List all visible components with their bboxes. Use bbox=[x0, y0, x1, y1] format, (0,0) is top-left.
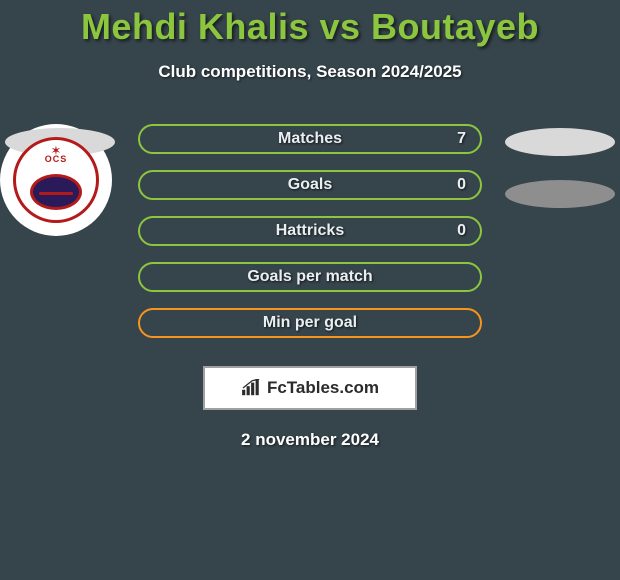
stat-label: Matches bbox=[278, 130, 342, 148]
stat-bar-hattricks: Hattricks 0 bbox=[138, 216, 482, 246]
subtitle: Club competitions, Season 2024/2025 bbox=[0, 62, 620, 82]
branding-badge[interactable]: FcTables.com bbox=[203, 366, 417, 410]
branding-label: FcTables.com bbox=[267, 378, 379, 398]
club-logo-icon: ✶ OCS bbox=[13, 137, 99, 223]
stat-bar-min-per-goal: Min per goal bbox=[138, 308, 482, 338]
stat-value: 0 bbox=[457, 222, 466, 240]
date-label: 2 november 2024 bbox=[0, 430, 620, 450]
stat-value: 0 bbox=[457, 176, 466, 194]
comparison-arena: ✶ OCS Matches 7 Goals 0 Hattricks 0 Goal… bbox=[0, 124, 620, 348]
stat-bar-goals: Goals 0 bbox=[138, 170, 482, 200]
stat-label: Min per goal bbox=[263, 314, 357, 332]
stat-label: Goals bbox=[288, 176, 332, 194]
club-logo-text: OCS bbox=[45, 154, 68, 164]
bar-chart-icon bbox=[241, 379, 263, 397]
player-right-badge-small bbox=[505, 128, 615, 156]
player-right-badge-dark bbox=[505, 180, 615, 208]
stat-label: Hattricks bbox=[276, 222, 344, 240]
stat-label: Goals per match bbox=[247, 268, 372, 286]
stat-bars: Matches 7 Goals 0 Hattricks 0 Goals per … bbox=[138, 124, 482, 354]
page-title: Mehdi Khalis vs Boutayeb bbox=[0, 0, 620, 48]
stat-value: 7 bbox=[457, 130, 466, 148]
stat-bar-goals-per-match: Goals per match bbox=[138, 262, 482, 292]
stat-bar-matches: Matches 7 bbox=[138, 124, 482, 154]
rugby-ball-icon bbox=[30, 174, 82, 210]
